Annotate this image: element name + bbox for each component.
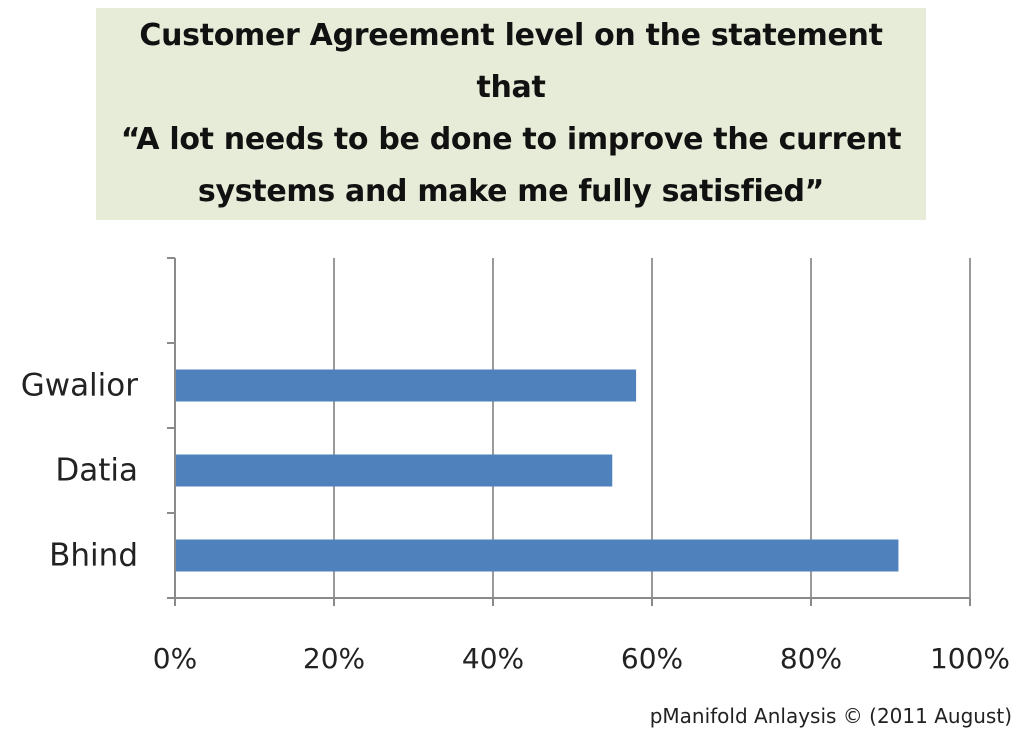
bar-gwalior	[176, 369, 637, 402]
chart-title-line-1: Customer Agreement level on the statemen…	[139, 18, 883, 53]
chart-title-line-2: that	[476, 70, 546, 105]
category-label: Gwalior	[21, 368, 139, 404]
x-tick-label: 100%	[930, 642, 1010, 675]
credit-text: pManifold Anlaysis © (2011 August)	[649, 704, 1012, 728]
category-label: Bhind	[49, 538, 138, 574]
bar-bhind	[176, 539, 899, 572]
category-label: Datia	[55, 453, 138, 489]
bar-datia	[176, 454, 613, 487]
x-tick-label: 40%	[462, 642, 524, 675]
x-tick-label: 0%	[153, 642, 197, 675]
chart-title-line-3: “A lot needs to be done to improve the c…	[120, 122, 902, 157]
chart-title-line-4: systems and make me fully satisfied”	[197, 174, 825, 209]
chart-title-box: Customer Agreement level on the statemen…	[96, 8, 926, 220]
x-tick-label: 20%	[303, 642, 365, 675]
x-tick-label: 60%	[621, 642, 683, 675]
x-tick-label: 80%	[780, 642, 842, 675]
